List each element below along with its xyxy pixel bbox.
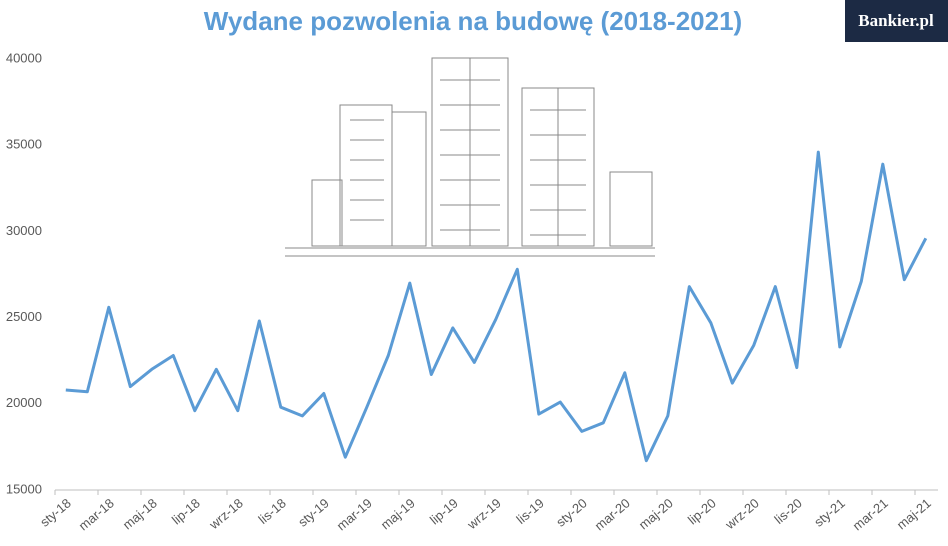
x-tick-label: lip-18 (169, 495, 203, 527)
x-tick-label: mar-21 (850, 495, 891, 533)
x-tick-label: lip-20 (685, 495, 719, 527)
y-tick-label: 15000 (6, 481, 42, 496)
x-tick-label: maj-20 (636, 495, 676, 532)
x-tick-label: wrz-18 (206, 495, 246, 532)
building-illustration (285, 57, 655, 257)
x-tick-label: sty-19 (295, 495, 332, 529)
chart-title: Wydane pozwolenia na budowę (2018-2021) (204, 6, 742, 36)
x-tick-label: maj-18 (120, 495, 160, 532)
x-tick-label: sty-21 (811, 495, 848, 529)
x-tick-label: mar-18 (76, 495, 117, 533)
x-tick-label: lis-20 (771, 495, 804, 526)
x-tick-label: mar-19 (334, 495, 375, 533)
brand-logo[interactable]: Bankier.pl (858, 11, 934, 30)
brand-box (845, 0, 948, 42)
x-tick-label: lis-19 (513, 495, 546, 526)
y-tick-label: 40000 (6, 50, 42, 65)
x-tick-label: maj-21 (894, 495, 934, 532)
x-tick-label: mar-20 (592, 495, 633, 533)
x-tick-label: lip-19 (427, 495, 461, 527)
x-tick-label: wrz-19 (464, 495, 504, 532)
x-tick-label: lis-18 (255, 495, 288, 526)
y-tick-label: 25000 (6, 309, 42, 324)
y-tick-label: 35000 (6, 137, 42, 152)
x-tick-label: maj-19 (378, 495, 418, 532)
x-tick-label: sty-20 (553, 495, 590, 529)
x-tick-label: sty-18 (37, 495, 74, 529)
y-tick-label: 20000 (6, 395, 42, 410)
data-line (65, 150, 928, 463)
x-tick-label: wrz-20 (722, 495, 762, 532)
y-tick-label: 30000 (6, 223, 42, 238)
